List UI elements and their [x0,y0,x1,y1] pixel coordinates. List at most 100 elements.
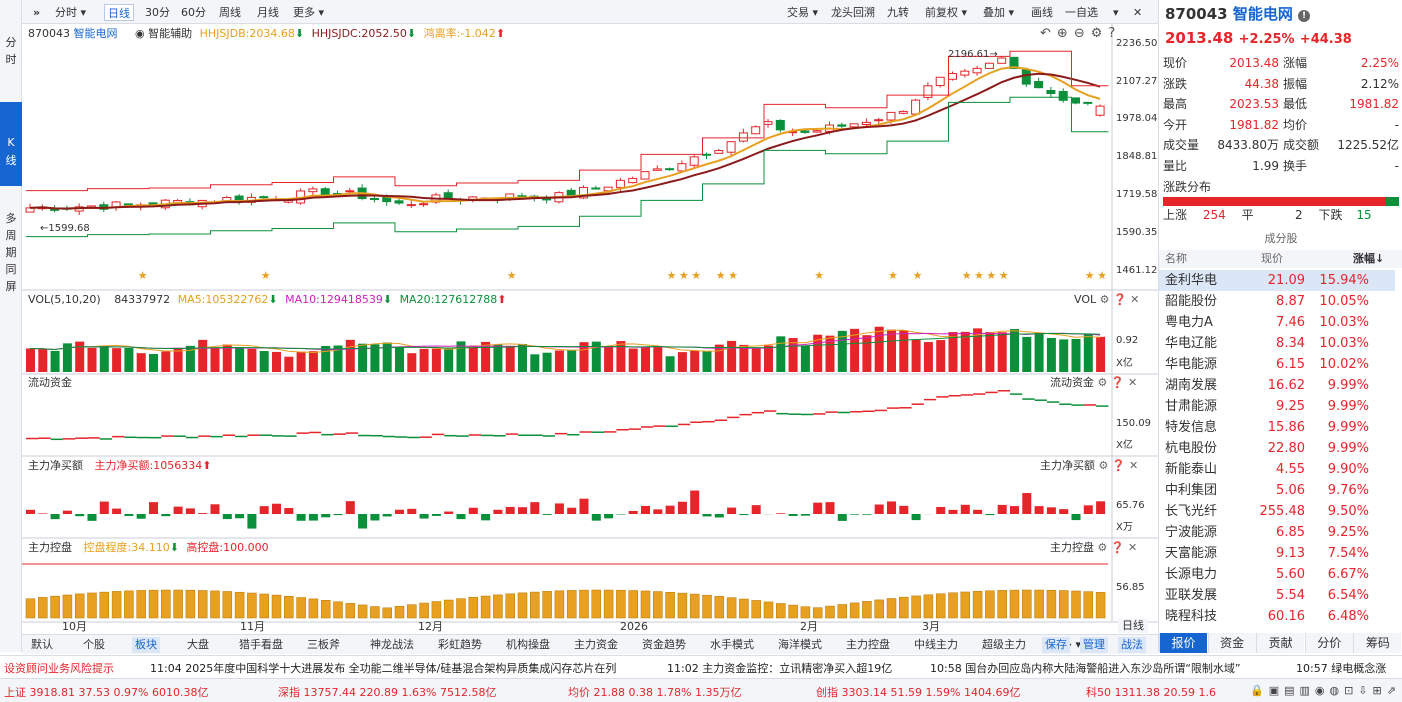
constituent-row[interactable]: 杭电股份 22.80 9.99% [1159,438,1402,459]
manage-button[interactable]: 管理 [1080,637,1108,653]
quote-row: 现价 2013.48 涨幅 2.25% [1159,53,1402,74]
tab-0[interactable]: 报价 [1159,633,1207,653]
header-pct[interactable]: 涨幅↓ [1353,252,1385,265]
vol-bar [112,348,122,372]
news-item[interactable]: 设资顾问业务风险提示 [4,662,114,675]
indicator-tab[interactable]: 资金趋势 [642,638,686,651]
stock-price: 22.80 [1267,441,1305,456]
kline-chart[interactable]: ★ ★ ★ ★ ★ ★ ★ ★ ★ ★ ★ ★ ★ ★ ★ ★ ★ [22,24,1158,634]
indicator-tab[interactable]: 个股 [83,638,105,651]
indicator-tab[interactable]: 主力资金 [574,638,618,651]
tab-1[interactable]: 资金 [1207,633,1256,653]
stock-price: 6.15 [1276,357,1305,372]
header-price[interactable]: 现价 [1261,252,1283,265]
indicator-tab[interactable]: 大盘 [187,638,209,651]
index-item[interactable]: 科50 1311.38 20.59 1.6 [1086,684,1216,700]
indicator-tab[interactable]: 中线主力 [914,638,958,651]
zhanfa-button[interactable]: 战法 [1118,637,1146,653]
index-item[interactable]: 上证 3918.81 37.53 0.97% 6010.38亿 [4,684,208,700]
indicator-tab[interactable]: 主力控盘 [846,638,890,651]
constituent-row[interactable]: 长源电力 5.60 6.67% [1159,564,1402,585]
indicator-tab[interactable]: 彩虹趋势 [438,638,482,651]
indicator-tab[interactable]: 水手模式 [710,638,754,651]
tab-60min[interactable]: 60分 [181,6,206,19]
fuquan-button[interactable]: 前复权 ▾ [925,6,968,19]
indicator-tab[interactable]: 海洋模式 [778,638,822,651]
vol-bar [505,345,515,372]
zoom-out-icon[interactable]: ⊖ [1073,26,1091,41]
constituent-row[interactable]: 中利集团 5.06 9.76% [1159,480,1402,501]
assist-label[interactable]: ◉ 智能辅助 [135,27,193,40]
help-icon[interactable]: ? [1108,26,1122,41]
header-name[interactable]: 名称 [1165,252,1187,265]
indicator-tab[interactable]: 神龙战法 [370,638,414,651]
tab-2[interactable]: 贡献 [1256,633,1305,653]
vol-bar [333,345,343,372]
gear-icon[interactable]: ⚙ [1090,26,1109,41]
trade-button[interactable]: 交易 ▾ [787,6,819,19]
constituent-row[interactable]: 宁波能源 6.85 9.25% [1159,522,1402,543]
constituent-row[interactable]: 华电能源 6.15 10.02% [1159,354,1402,375]
tab-30min[interactable]: 30分 [145,6,170,19]
constituent-row[interactable]: 粤电力A 7.46 10.03% [1159,312,1402,333]
index-item[interactable]: 均价 21.88 0.38 1.78% 1.35万亿 [568,684,741,700]
constituent-row[interactable]: 湖南发展 16.62 9.99% [1159,375,1402,396]
news-item[interactable]: 10:58 国台办回应岛内称大陆海警船进入东沙岛所谓“限制水域” [930,662,1241,675]
back-icon[interactable]: ↶ [1040,26,1057,41]
news-item[interactable]: 11:02 主力资金监控：立讯精密净买入超19亿 [667,662,893,675]
indicator-tab[interactable]: 三板斧 [307,638,340,651]
tab-weekly[interactable]: 周线 [219,6,241,19]
tab-4[interactable]: 筹码 [1353,633,1402,653]
tab-monthly[interactable]: 月线 [257,6,279,19]
tab-more[interactable]: 更多 ▾ [293,6,325,19]
overlay-button[interactable]: 叠加 ▾ [983,6,1015,19]
info-icon[interactable]: ! [1298,10,1311,22]
constituent-row[interactable]: 甘肃能源 9.25 9.99% [1159,396,1402,417]
label: 涨幅 [1283,56,1308,70]
draw-line-button[interactable]: 画线 [1031,6,1053,19]
constituent-row[interactable]: 特发信息 15.86 9.99% [1159,417,1402,438]
indicator-tab[interactable]: 超级主力 [982,638,1026,651]
close-icon[interactable]: ✕ [1133,6,1143,19]
constituent-row[interactable]: 亚联发展 5.54 6.54% [1159,585,1402,606]
constituent-row[interactable]: 天富能源 9.13 7.54% [1159,543,1402,564]
stock-price: 8.34 [1276,336,1305,351]
tab-daily[interactable]: 日线 [104,4,134,21]
constituent-row[interactable]: 韶能股份 8.87 10.05% [1159,291,1402,312]
chart-controls[interactable]: ↶⊕⊖⚙? [1040,27,1121,41]
sidebar-multi-period[interactable]: 多周期同屏 [0,210,22,295]
netbuy-bar [739,514,749,516]
low-label: ←1599.68 [40,223,90,234]
constituent-row[interactable]: 金利华电 21.09 15.94% [1159,270,1395,291]
indicator-tab[interactable]: 板块 [132,637,160,653]
zoom-in-icon[interactable]: ⊕ [1056,26,1074,41]
indicator-tab[interactable]: 默认 [31,638,53,651]
netbuy-bar [542,514,552,515]
index-item[interactable]: 创指 3303.14 51.59 1.59% 1404.69亿 [816,684,1020,700]
news-item[interactable]: 11:04 2025年度中国科学十大进展发布 全功能二维半导体/硅基混合架构异质… [150,662,617,675]
constituent-row[interactable]: 晓程科技 60.16 6.48% [1159,606,1402,627]
netbuy-bar [112,508,122,514]
candle [419,203,429,206]
save-button[interactable]: 保存 [1042,637,1070,653]
sidebar-fenshi[interactable]: 分时 [0,34,22,68]
tab-3[interactable]: 分价 [1304,633,1353,653]
jiuzhuan-button[interactable]: 九转 [887,6,909,19]
constituent-row[interactable]: 新能泰山 4.55 9.90% [1159,459,1402,480]
value: 2013.48 [1229,56,1279,70]
constituent-row[interactable]: 长飞光纤 255.48 9.50% [1159,501,1402,522]
period-indicator[interactable]: 日线 [1118,619,1148,633]
index-item[interactable]: 深指 13757.44 220.89 1.63% 7512.58亿 [278,684,496,700]
netbuy-bar [665,505,675,514]
watchlist-button[interactable]: 一自选 [1065,6,1098,19]
news-item[interactable]: 10:57 绿电概念涨 [1296,662,1387,675]
expand-icon[interactable]: » [33,6,41,19]
indicator-tab[interactable]: 猎手看盘 [239,638,283,651]
tab-fenshi[interactable]: 分时 ▾ [55,6,87,19]
toolbar-icons[interactable]: 🔒▣▤▥◉◍⊡⇩⊞⇗ [1250,684,1401,697]
indicator-tab[interactable]: 机构操盘 [506,638,550,651]
longtou-button[interactable]: 龙头回溯 [831,6,875,19]
constituent-row[interactable]: 华电辽能 8.34 10.03% [1159,333,1402,354]
watchlist-dropdown-icon[interactable]: ▾ [1113,6,1119,19]
